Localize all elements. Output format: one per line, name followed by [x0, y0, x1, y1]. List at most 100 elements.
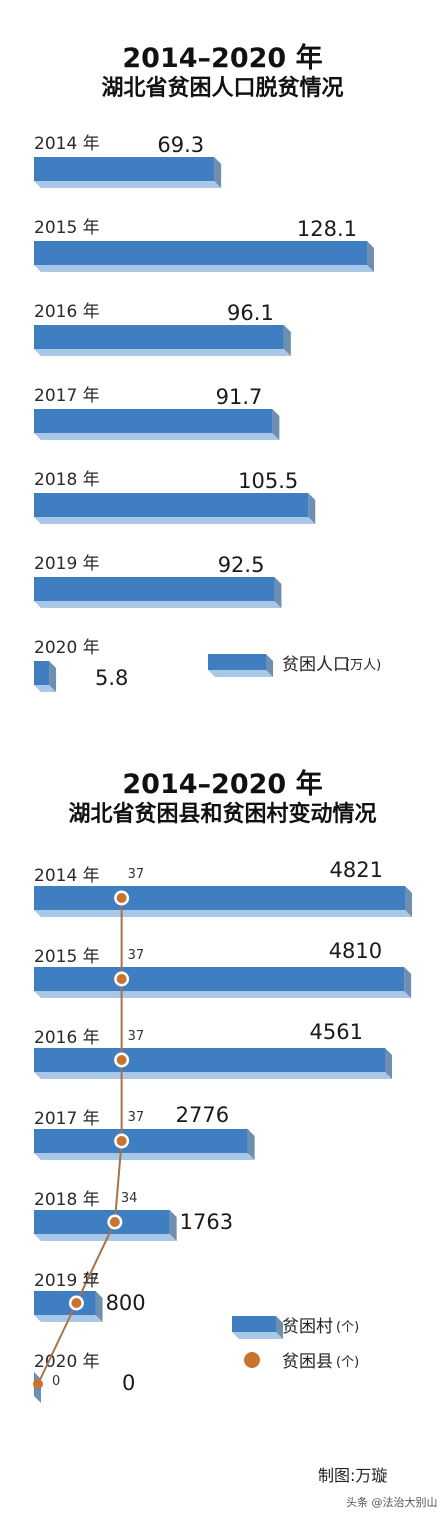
population-bar-5-bottom — [34, 601, 282, 608]
population-bar-6-side — [49, 661, 57, 692]
population-bar-0 — [34, 157, 222, 188]
village-label-4: 1763 — [180, 1210, 233, 1234]
village-bar-1-bottom — [34, 991, 412, 998]
village-bar-2 — [34, 1048, 392, 1079]
legend-swatch-village-bottom — [232, 1332, 283, 1339]
legend-unit-population: (万人) — [345, 658, 381, 673]
legend-swatch-population — [208, 654, 273, 677]
legend-swatch-population-front — [208, 654, 266, 670]
poverty-population-bar-chart: 2014 年 69.3 2015 年 128.1 2016 年 96.1 2017 年 91.… — [34, 133, 381, 692]
population-bar-4-side — [308, 493, 316, 524]
village-bar-4-front — [34, 1210, 170, 1234]
village-bar-3-bottom — [34, 1153, 255, 1160]
village-bar-1 — [34, 967, 412, 998]
value-label-0: 69.3 — [157, 133, 204, 157]
year-label-2: 2016 年 — [34, 302, 100, 322]
population-bar-1-bottom — [34, 265, 374, 272]
village-bar-3-front — [34, 1129, 248, 1153]
population-bar-4-front — [34, 493, 309, 517]
value-label-3: 91.7 — [216, 385, 263, 409]
population-bar-2-bottom — [34, 349, 291, 356]
year-label-4: 2018 年 — [34, 470, 100, 490]
year-label2-0: 2014 年 — [34, 866, 100, 886]
county-marker-0 — [116, 893, 127, 903]
population-bar-2-front — [34, 325, 284, 349]
village-label-1: 4810 — [329, 939, 382, 963]
population-bar-2-side — [283, 325, 291, 356]
legend-label-county: 贫困县 — [282, 1352, 333, 1372]
population-bar-3 — [34, 409, 280, 440]
value-label-5: 92.5 — [218, 553, 265, 577]
village-bar-5-side — [95, 1291, 103, 1322]
village-bar-5-front — [34, 1291, 96, 1315]
legend-label-village: 贫困村 — [282, 1317, 333, 1337]
village-bar-0 — [34, 886, 412, 917]
county-label-5: 17 — [82, 1272, 99, 1287]
population-bar-5 — [34, 577, 282, 608]
population-bar-1 — [34, 241, 374, 272]
county-marker-4 — [109, 1217, 120, 1227]
population-bar-5-side — [274, 577, 282, 608]
year-label2-4: 2018 年 — [34, 1190, 100, 1210]
legend-swatch-population-bottom — [208, 670, 273, 677]
population-bar-1-front — [34, 241, 367, 265]
village-bar-1-side — [404, 967, 412, 998]
legend-swatch-village-front — [232, 1316, 276, 1332]
population-bar-2 — [34, 325, 291, 356]
village-bar-0-bottom — [34, 910, 412, 917]
legend-label-population: 贫困人口 — [282, 655, 350, 675]
value-label-4: 105.5 — [238, 469, 298, 493]
village-bar-4-bottom — [34, 1234, 177, 1241]
value-label-6: 5.8 — [95, 666, 128, 690]
village-label-3: 2776 — [176, 1103, 229, 1127]
village-bar-5 — [34, 1291, 103, 1322]
chart1-legend: 贫困人口(万人) — [208, 654, 381, 677]
population-bar-6-bottom — [34, 685, 57, 692]
village-label-0: 4821 — [330, 858, 383, 882]
population-bar-1-side — [367, 241, 374, 272]
village-bar-1-front — [34, 967, 405, 991]
year-label2-2: 2016 年 — [34, 1028, 100, 1048]
population-bar-6 — [34, 661, 57, 692]
county-label-3: 37 — [128, 1110, 145, 1125]
year-label-0: 2014 年 — [34, 134, 100, 154]
population-bar-4 — [34, 493, 316, 524]
legend-swatch-population-side — [266, 654, 273, 677]
chart1-title: 2014–2020 年 — [122, 43, 323, 74]
legend-unit-village: (个) — [336, 1320, 359, 1335]
value-label-1: 128.1 — [297, 217, 357, 241]
legend-swatch-village — [232, 1316, 283, 1339]
chart2-title: 2014–2020 年 — [122, 769, 323, 800]
village-bar-0-side — [405, 886, 412, 917]
village-bar-3-side — [247, 1129, 255, 1160]
watermark: 头条 @法治大别山 — [346, 1496, 438, 1509]
year-label-5: 2019 年 — [34, 554, 100, 574]
legend-swatch-village-side — [276, 1316, 283, 1339]
population-bar-0-side — [214, 157, 222, 188]
county-label-2: 37 — [128, 1029, 145, 1044]
population-bar-5-front — [34, 577, 275, 601]
population-bar-0-front — [34, 157, 215, 181]
county-label-1: 37 — [128, 948, 145, 963]
village-bar-4 — [34, 1210, 177, 1241]
year-label-1: 2015 年 — [34, 218, 100, 238]
legend-swatch-county — [244, 1352, 260, 1368]
chart2-subtitle: 湖北省贫困县和贫困村变动情况 — [68, 802, 377, 827]
county-label-0: 37 — [128, 867, 145, 882]
population-bar-3-front — [34, 409, 273, 433]
county-label-4: 34 — [121, 1191, 138, 1206]
chart2-legend: 贫困村 (个)贫困县 (个) — [232, 1316, 359, 1372]
year-label2-6: 2020 年 — [34, 1352, 100, 1372]
county-label-6: 0 — [52, 1374, 60, 1389]
county-marker-1 — [116, 974, 127, 984]
year-label-3: 2017 年 — [34, 386, 100, 406]
population-bar-3-side — [272, 409, 280, 440]
county-marker-3 — [116, 1136, 127, 1146]
value-label-2: 96.1 — [227, 301, 274, 325]
year-label2-5: 2019 年 — [34, 1271, 100, 1291]
village-bar-4-side — [169, 1210, 177, 1241]
year-label2-1: 2015 年 — [34, 947, 100, 967]
population-bar-0-bottom — [34, 181, 222, 188]
village-label-6: 0 — [122, 1371, 135, 1395]
